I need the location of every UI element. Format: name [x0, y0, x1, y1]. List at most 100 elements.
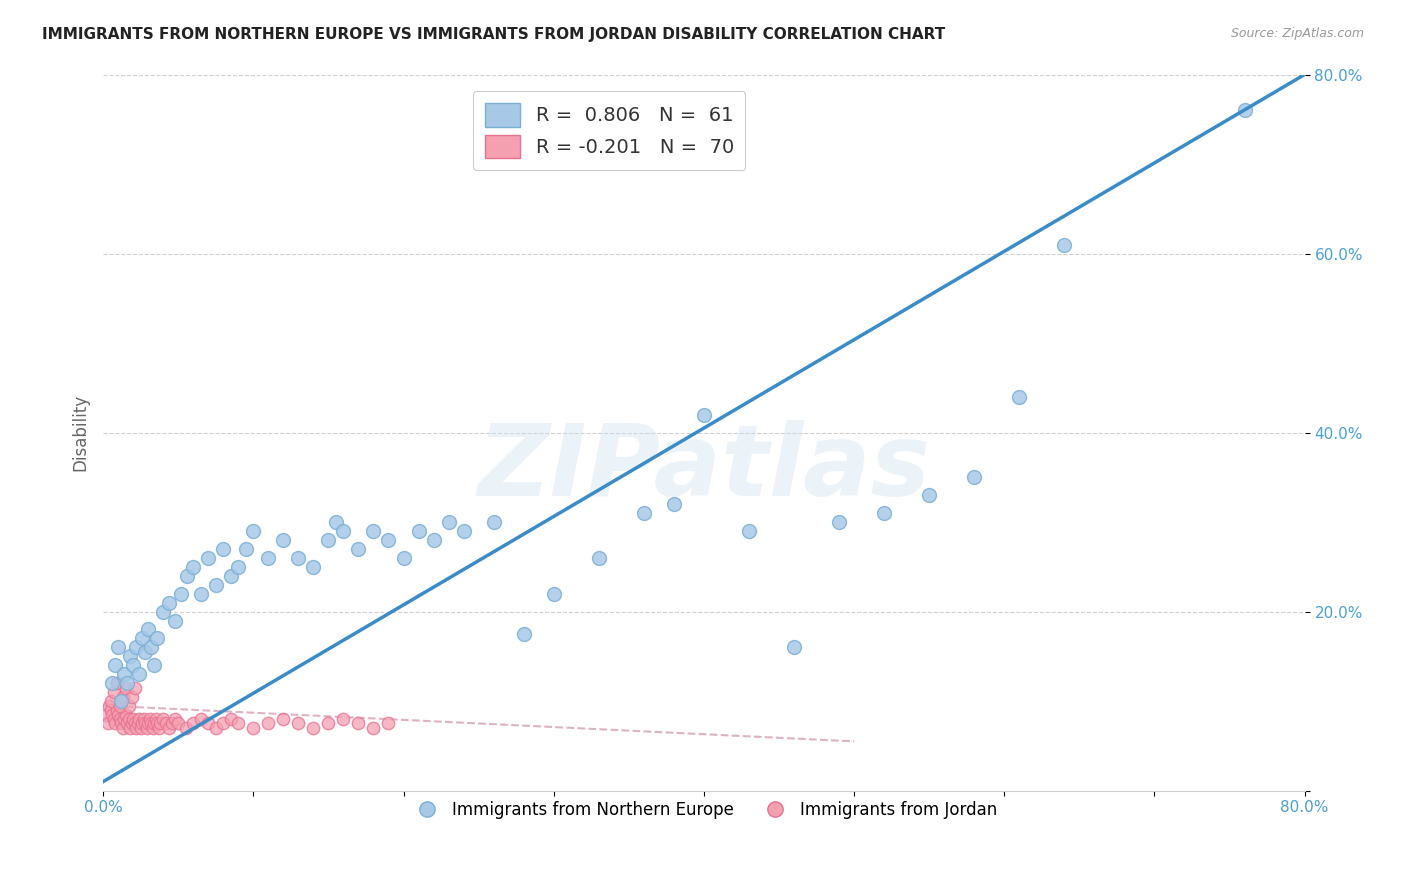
- Point: [325, 515, 347, 529]
- Point: [332, 712, 354, 726]
- Point: [377, 716, 399, 731]
- Point: [129, 721, 152, 735]
- Point: [101, 707, 124, 722]
- Point: [107, 707, 129, 722]
- Point: [104, 716, 127, 731]
- Y-axis label: Disability: Disability: [72, 394, 89, 471]
- Point: [273, 533, 295, 547]
- Point: [124, 681, 146, 695]
- Point: [693, 408, 716, 422]
- Point: [157, 721, 180, 735]
- Point: [124, 716, 146, 731]
- Point: [111, 690, 134, 704]
- Point: [128, 667, 150, 681]
- Point: [160, 716, 183, 731]
- Point: [212, 541, 235, 556]
- Point: [453, 524, 475, 538]
- Point: [1008, 390, 1031, 404]
- Point: [145, 712, 167, 726]
- Point: [148, 721, 170, 735]
- Point: [138, 712, 160, 726]
- Point: [318, 533, 340, 547]
- Point: [94, 707, 117, 722]
- Point: [131, 716, 153, 731]
- Text: IMMIGRANTS FROM NORTHERN EUROPE VS IMMIGRANTS FROM JORDAN DISABILITY CORRELATION: IMMIGRANTS FROM NORTHERN EUROPE VS IMMIG…: [42, 27, 945, 42]
- Point: [131, 632, 153, 646]
- Point: [588, 550, 610, 565]
- Point: [155, 716, 177, 731]
- Point: [219, 712, 242, 726]
- Point: [363, 524, 385, 538]
- Point: [287, 716, 309, 731]
- Point: [873, 506, 896, 520]
- Point: [242, 524, 264, 538]
- Point: [146, 716, 169, 731]
- Point: [347, 716, 370, 731]
- Point: [437, 515, 460, 529]
- Point: [157, 596, 180, 610]
- Point: [226, 559, 249, 574]
- Point: [134, 716, 156, 731]
- Point: [167, 716, 190, 731]
- Point: [204, 578, 226, 592]
- Point: [101, 676, 124, 690]
- Point: [165, 614, 187, 628]
- Point: [125, 640, 148, 655]
- Point: [212, 716, 235, 731]
- Point: [114, 681, 136, 695]
- Point: [146, 632, 169, 646]
- Point: [190, 587, 212, 601]
- Point: [408, 524, 430, 538]
- Legend: Immigrants from Northern Europe, Immigrants from Jordan: Immigrants from Northern Europe, Immigra…: [404, 794, 1004, 825]
- Point: [174, 721, 197, 735]
- Point: [118, 698, 141, 713]
- Point: [100, 703, 122, 717]
- Point: [142, 721, 165, 735]
- Point: [219, 568, 242, 582]
- Point: [242, 721, 264, 735]
- Point: [1053, 237, 1076, 252]
- Point: [97, 716, 120, 731]
- Point: [121, 716, 143, 731]
- Point: [165, 712, 187, 726]
- Point: [392, 550, 415, 565]
- Point: [918, 488, 941, 502]
- Point: [828, 515, 851, 529]
- Point: [149, 716, 172, 731]
- Point: [347, 541, 370, 556]
- Point: [363, 721, 385, 735]
- Point: [136, 716, 159, 731]
- Point: [110, 694, 132, 708]
- Point: [111, 721, 134, 735]
- Text: Source: ZipAtlas.com: Source: ZipAtlas.com: [1230, 27, 1364, 40]
- Point: [108, 712, 131, 726]
- Point: [302, 721, 325, 735]
- Point: [257, 716, 280, 731]
- Point: [226, 716, 249, 731]
- Point: [257, 550, 280, 565]
- Point: [108, 698, 131, 713]
- Point: [114, 707, 136, 722]
- Point: [120, 649, 142, 664]
- Point: [100, 694, 122, 708]
- Point: [121, 690, 143, 704]
- Point: [190, 712, 212, 726]
- Point: [120, 721, 142, 735]
- Point: [963, 470, 986, 484]
- Point: [118, 712, 141, 726]
- Point: [110, 716, 132, 731]
- Point: [633, 506, 655, 520]
- Point: [128, 712, 150, 726]
- Point: [543, 587, 565, 601]
- Point: [105, 676, 128, 690]
- Point: [115, 676, 138, 690]
- Point: [135, 721, 157, 735]
- Point: [332, 524, 354, 538]
- Point: [132, 712, 155, 726]
- Point: [170, 587, 193, 601]
- Point: [512, 627, 534, 641]
- Point: [122, 658, 145, 673]
- Point: [662, 497, 685, 511]
- Point: [152, 712, 174, 726]
- Point: [103, 685, 125, 699]
